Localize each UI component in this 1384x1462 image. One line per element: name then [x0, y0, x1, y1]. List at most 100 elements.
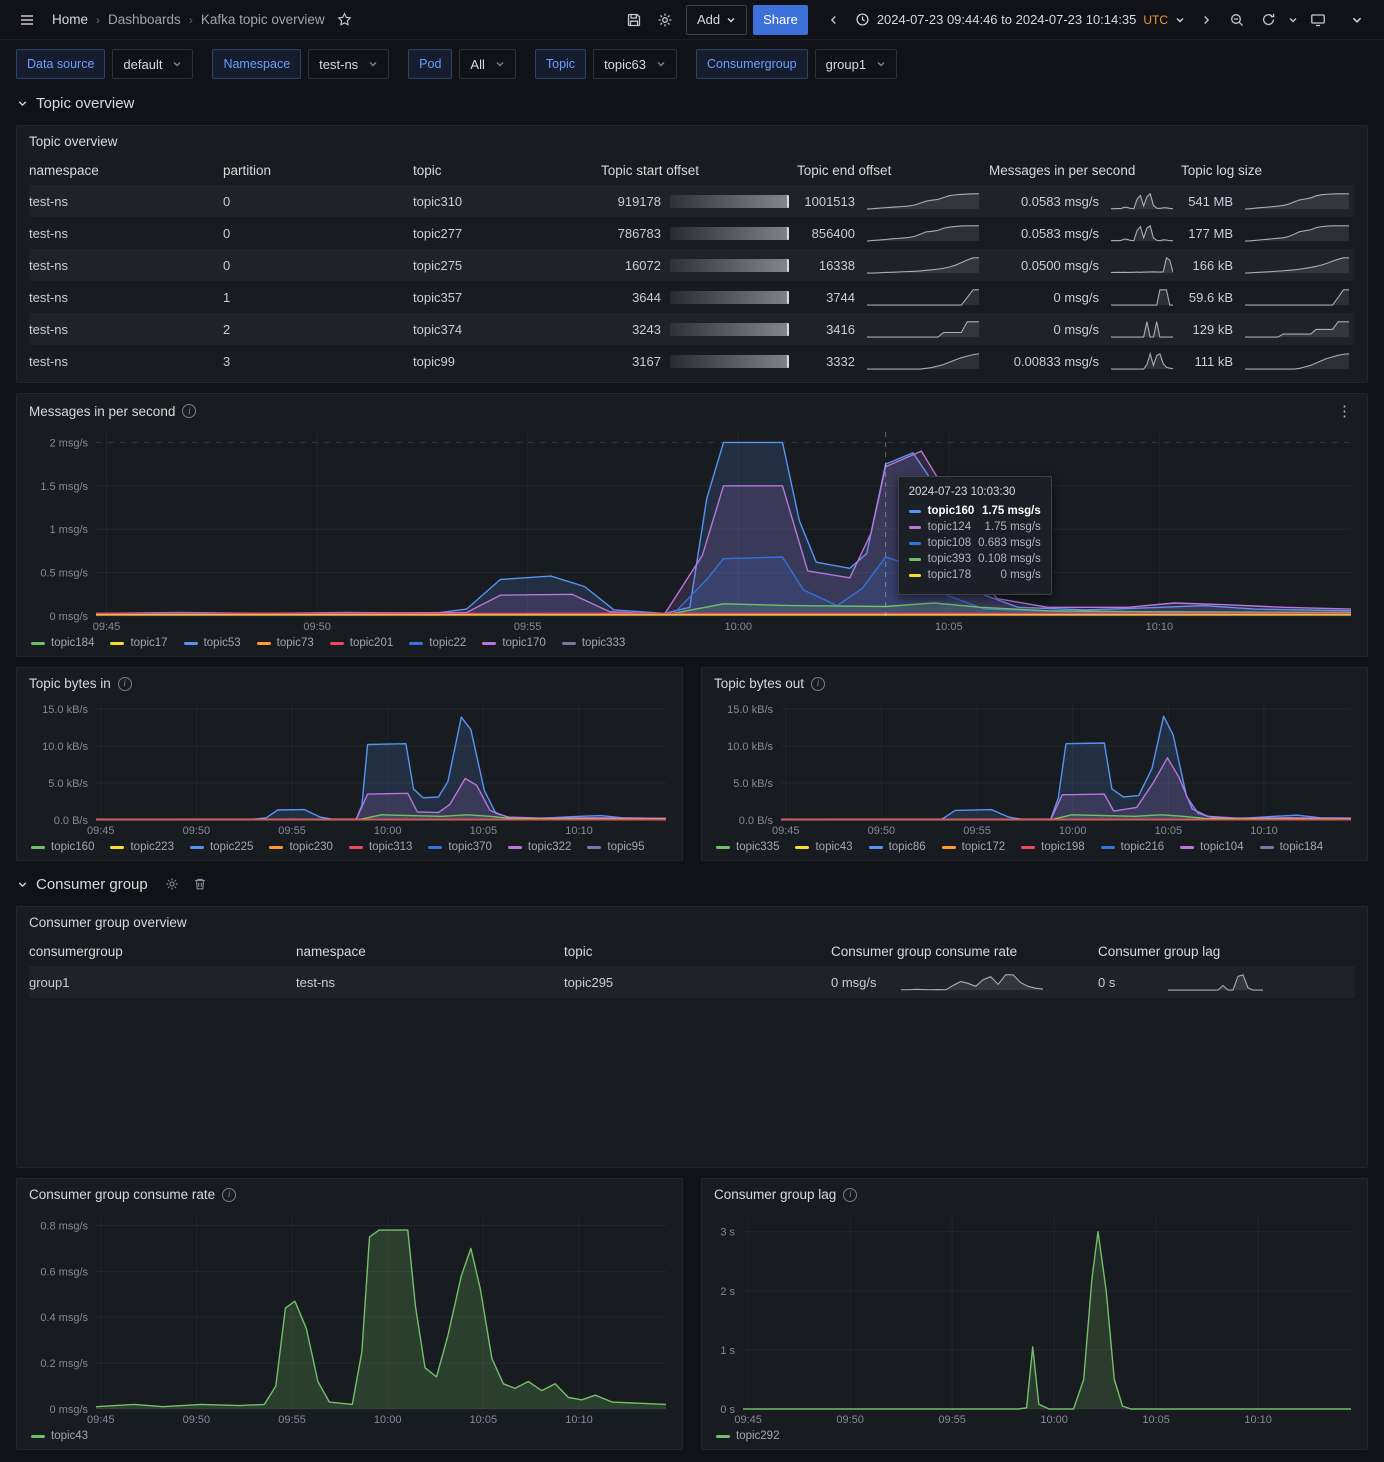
save-dashboard-icon[interactable] — [619, 5, 649, 35]
legend-item-topic216[interactable]: topic216 — [1100, 841, 1164, 853]
legend-item-topic17[interactable]: topic17 — [110, 637, 168, 649]
variable-value-dropdown[interactable]: group1 — [814, 49, 898, 79]
legend-item-topic313[interactable]: topic313 — [348, 841, 412, 853]
chart-legend: topic160 topic223 topic225 topic230 topic313… — [25, 838, 674, 856]
legend-item-topic172[interactable]: topic172 — [941, 841, 1005, 853]
breadcrumb-current[interactable]: Kafka topic overview — [200, 12, 325, 27]
panel-title[interactable]: Consumer group lag — [714, 1187, 837, 1202]
lag-chart[interactable]: 09:45 09:50 09:55 10:00 10:05 10:10 0 s 1 s 2 s 3… — [702, 1204, 1367, 1449]
legend-item-topic160[interactable]: topic160 — [31, 841, 94, 853]
variable-value-dropdown[interactable]: topic63 — [593, 49, 677, 79]
legend-item-topic333[interactable]: topic333 — [561, 637, 625, 649]
breadcrumb-dashboards[interactable]: Dashboards — [108, 12, 181, 27]
messages-chart[interactable]: 09:45 09:50 09:55 10:00 10:05 10:10 0 msg/s 0.5… — [17, 422, 1367, 656]
panel-title[interactable]: Topic bytes in — [29, 676, 111, 691]
panel-title[interactable]: Topic bytes out — [714, 676, 805, 691]
svg-text:0.4 msg/s: 0.4 msg/s — [40, 1312, 88, 1324]
time-shift-forward-icon[interactable] — [1191, 5, 1221, 35]
variable-value-dropdown[interactable]: default — [112, 49, 194, 79]
row-delete-trash-icon[interactable] — [193, 877, 207, 891]
legend-label: topic43 — [51, 1430, 89, 1442]
legend-item-topic86[interactable]: topic86 — [868, 841, 926, 853]
share-button[interactable]: Share — [753, 4, 808, 35]
legend-item-topic184[interactable]: topic184 — [1259, 841, 1323, 853]
menu-toggle-icon[interactable] — [12, 5, 42, 35]
column-header[interactable]: Topic start offset — [601, 162, 700, 178]
cell-value: topic374 — [413, 321, 463, 337]
panel-consumer-group-lag: Consumer group lag i 09:45 09:50 09:55 10:0… — [701, 1178, 1368, 1450]
refresh-icon[interactable] — [1253, 5, 1283, 35]
chart-plot-area[interactable]: 09:45 09:50 09:55 10:00 10:05 10:10 0 msg/s 0.5… — [25, 424, 1359, 634]
bytes-out-chart[interactable]: 09:45 09:50 09:55 10:00 10:05 10:10 0.0 B/s 5.0… — [702, 693, 1367, 860]
column-header[interactable]: namespace — [296, 943, 366, 959]
legend-label: topic160 — [51, 841, 95, 853]
column-header[interactable]: Topic log size — [1181, 162, 1263, 178]
legend-item-topic198[interactable]: topic198 — [1021, 841, 1085, 853]
column-header[interactable]: topic — [564, 943, 593, 959]
panel-title[interactable]: Messages in per second — [29, 403, 176, 419]
legend-item-topic43[interactable]: topic43 — [31, 1430, 88, 1442]
svg-text:10:10: 10:10 — [1244, 1414, 1272, 1426]
legend-item-topic95[interactable]: topic95 — [587, 841, 644, 853]
legend-item-topic53[interactable]: topic53 — [183, 637, 241, 649]
column-header[interactable]: consumergroup — [29, 943, 123, 959]
svg-text:09:45: 09:45 — [93, 621, 121, 633]
legend-item-topic225[interactable]: topic225 — [189, 841, 253, 853]
bytes-in-chart[interactable]: 09:45 09:50 09:55 10:00 10:05 10:10 0.0 B/s 5.0… — [17, 693, 682, 860]
tv-mode-icon[interactable] — [1303, 5, 1333, 35]
refresh-interval-dropdown-icon[interactable] — [1284, 5, 1302, 35]
panel-title[interactable]: Topic overview — [29, 134, 118, 149]
add-button[interactable]: Add — [685, 4, 748, 35]
panel-title[interactable]: Consumer group consume rate — [29, 1187, 216, 1202]
svg-text:10:00: 10:00 — [724, 621, 752, 633]
chart-plot-area[interactable]: 09:45 09:50 09:55 10:00 10:05 10:10 0.0 B/s 5.0… — [25, 695, 674, 838]
legend-item-topic184[interactable]: topic184 — [31, 637, 94, 649]
zoom-out-icon[interactable] — [1222, 5, 1252, 35]
legend-item-topic335[interactable]: topic335 — [716, 841, 779, 853]
dashboard-settings-gear-icon[interactable] — [650, 5, 680, 35]
column-header[interactable]: partition — [223, 162, 272, 178]
cell-value: 0.00833 msg/s — [1013, 353, 1099, 369]
column-header[interactable]: Messages in per second — [989, 162, 1136, 178]
legend-item-topic170[interactable]: topic170 — [482, 637, 546, 649]
legend-item-topic22[interactable]: topic22 — [409, 637, 466, 649]
gauge-bar — [670, 226, 789, 240]
legend-item-topic43[interactable]: topic43 — [795, 841, 853, 853]
panel-title[interactable]: Consumer group overview — [29, 915, 187, 930]
section-topic-overview[interactable]: Topic overview — [16, 90, 1368, 116]
legend-item-topic370[interactable]: topic370 — [428, 841, 492, 853]
variable-value-dropdown[interactable]: All — [459, 49, 516, 79]
panel-menu-kebab-icon[interactable]: ⋮ — [1337, 403, 1353, 420]
legend-item-topic73[interactable]: topic73 — [256, 637, 314, 649]
cell: 0 msg/s — [989, 320, 1181, 338]
legend-item-topic322[interactable]: topic322 — [507, 841, 571, 853]
legend-item-topic104[interactable]: topic104 — [1180, 841, 1244, 853]
breadcrumb-home[interactable]: Home — [52, 12, 89, 27]
collapse-topbar-icon[interactable] — [1342, 5, 1372, 35]
legend-swatch — [941, 845, 956, 849]
favorite-star-icon[interactable] — [333, 8, 357, 32]
consume-rate-chart[interactable]: 09:45 09:50 09:55 10:00 10:05 10:10 0 msg/s 0.2… — [17, 1204, 682, 1449]
row-settings-gear-icon[interactable] — [165, 877, 179, 891]
column-header[interactable]: namespace — [29, 162, 99, 178]
chart-plot-area[interactable]: 09:45 09:50 09:55 10:00 10:05 10:10 0 s 1 s 2 s 3… — [710, 1206, 1359, 1427]
svg-text:0.8 msg/s: 0.8 msg/s — [40, 1220, 88, 1232]
time-range-picker[interactable]: 2024-07-23 09:44:46 to 2024-07-23 10:14:… — [850, 5, 1190, 35]
svg-text:0.2 msg/s: 0.2 msg/s — [40, 1358, 88, 1370]
legend-item-topic223[interactable]: topic223 — [110, 841, 174, 853]
chart-plot-area[interactable]: 09:45 09:50 09:55 10:00 10:05 10:10 0.0 B/s 5.0… — [710, 695, 1359, 838]
variable-label: Consumergroup — [695, 49, 808, 79]
column-header[interactable]: topic — [413, 162, 442, 178]
column-header[interactable]: Consumer group lag — [1098, 943, 1221, 959]
legend-item-topic292[interactable]: topic292 — [716, 1430, 779, 1442]
legend-label: topic201 — [349, 637, 394, 649]
legend-item-topic230[interactable]: topic230 — [269, 841, 333, 853]
time-shift-back-icon[interactable] — [819, 5, 849, 35]
chart-plot-area[interactable]: 09:45 09:50 09:55 10:00 10:05 10:10 0 msg/s 0.2… — [25, 1206, 674, 1427]
cell: 3332 — [797, 352, 989, 370]
variable-value-dropdown[interactable]: test-ns — [308, 49, 390, 79]
column-header[interactable]: Topic end offset — [797, 162, 892, 178]
column-header[interactable]: Consumer group consume rate — [831, 943, 1018, 959]
legend-item-topic201[interactable]: topic201 — [329, 637, 394, 649]
section-consumer-group[interactable]: Consumer group — [16, 871, 1368, 897]
